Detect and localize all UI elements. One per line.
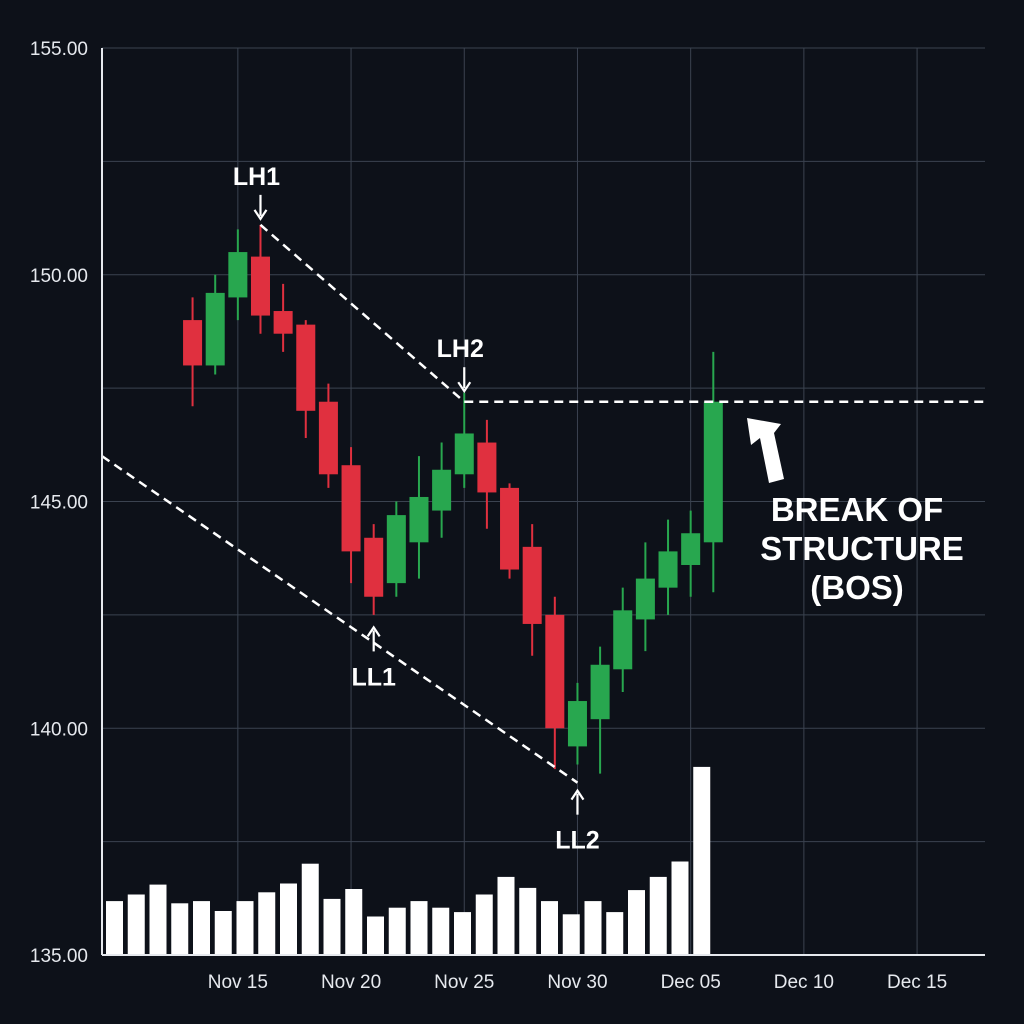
candle-body — [386, 515, 406, 584]
volume-bar — [193, 901, 210, 955]
y-tick-labels: 155.00 150.00 145.00 140.00 135.00 — [30, 39, 88, 967]
candle-body — [250, 256, 270, 316]
volume-bar — [475, 894, 493, 955]
x-tick-label: Dec 10 — [774, 972, 834, 993]
candle-body — [545, 614, 565, 729]
annotation-arrow-head — [570, 788, 585, 801]
candle-body — [613, 610, 633, 670]
annotation-label: LL1 — [351, 663, 396, 691]
volume-bar — [628, 890, 645, 955]
candle-body — [500, 487, 520, 570]
candle-body — [681, 533, 701, 565]
volume-bar — [106, 901, 123, 955]
volume-bar — [149, 884, 167, 955]
candle-body — [273, 311, 293, 334]
volume-bar — [584, 901, 602, 955]
annotation-arrow-head — [457, 381, 472, 394]
candles — [183, 224, 723, 774]
y-tick-label: 140.00 — [30, 719, 88, 740]
axes — [101, 48, 985, 956]
x-tick-label: Dec 15 — [887, 972, 947, 993]
x-tick-label: Nov 20 — [321, 972, 381, 993]
candle-body — [364, 537, 384, 597]
volume-bar — [432, 907, 450, 955]
bos-callout: BREAK OF STRUCTURE (BOS) — [747, 418, 964, 606]
candle-body — [205, 292, 225, 366]
volume-bar — [214, 911, 232, 955]
trendline — [101, 455, 579, 784]
annotation-label: LH1 — [233, 163, 280, 191]
volume-bar — [323, 898, 341, 955]
volume-bar — [454, 912, 471, 955]
candle-body — [477, 442, 497, 493]
volume-bar — [171, 903, 189, 955]
x-tick-label: Nov 25 — [434, 972, 494, 993]
bos-label-line2: STRUCTURE — [760, 530, 964, 567]
x-tick-label: Nov 30 — [547, 972, 607, 993]
x-tick-label: Dec 05 — [661, 972, 721, 993]
y-tick-label: 155.00 — [30, 39, 88, 60]
trendlines — [101, 223, 985, 784]
volume-bar — [693, 766, 711, 955]
candle-body — [296, 324, 316, 411]
y-tick-label: 150.00 — [30, 266, 88, 287]
x-tick-labels: Nov 15 Nov 20 Nov 25 Nov 30 Dec 05 Dec 10 Dec … — [208, 972, 947, 993]
candle-body — [454, 433, 474, 475]
volume-bar — [606, 912, 624, 955]
volume-bar — [671, 861, 689, 955]
volume-bar — [410, 901, 428, 955]
annotations: LH1 LH2 LL1 LL2 — [233, 163, 600, 855]
candle-body — [590, 664, 610, 720]
volume-bar — [367, 916, 384, 955]
volume-bar — [562, 914, 580, 955]
candle-body — [318, 401, 338, 475]
volume-bar — [280, 883, 297, 955]
volume-bar — [388, 907, 406, 955]
candle-body — [228, 252, 248, 298]
volume-bars — [106, 766, 711, 955]
candle-body — [183, 320, 203, 366]
y-tick-label: 135.00 — [30, 946, 88, 967]
volume-bar — [649, 876, 667, 955]
volume-bar — [258, 892, 276, 955]
annotation-label: LH2 — [437, 335, 484, 363]
volume-bar — [345, 889, 363, 955]
volume-bar — [301, 863, 319, 955]
y-tick-label: 145.00 — [30, 493, 88, 514]
annotation-label: LL2 — [555, 827, 599, 855]
bos-label-line1: BREAK OF — [771, 491, 943, 528]
candle-body — [567, 701, 587, 747]
volume-bar — [127, 894, 145, 955]
candle-body — [432, 469, 452, 511]
x-tick-label: Nov 15 — [208, 972, 268, 993]
bos-label-line3: (BOS) — [810, 569, 904, 606]
annotation-arrow-head — [366, 625, 381, 638]
volume-bar — [236, 901, 254, 955]
candle-body — [703, 401, 723, 543]
candle-body — [658, 551, 678, 588]
annotation-arrow-head — [253, 209, 268, 221]
volume-bar — [519, 887, 537, 955]
candle-body — [522, 546, 542, 624]
candle-body — [341, 465, 361, 552]
volume-bar — [497, 876, 515, 955]
bos-pointer-arrow — [747, 418, 784, 483]
volume-bar — [541, 901, 558, 955]
candle-body — [409, 496, 429, 543]
candle-body — [635, 578, 655, 620]
